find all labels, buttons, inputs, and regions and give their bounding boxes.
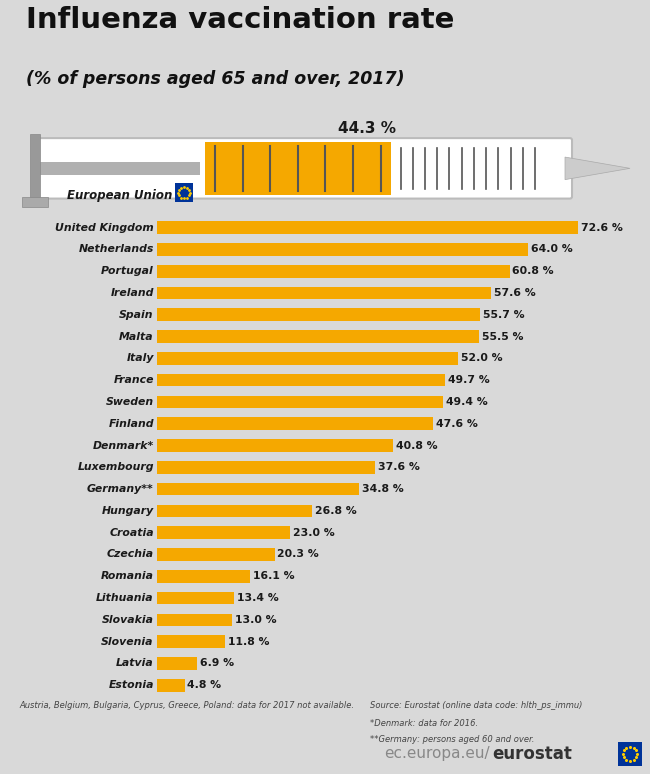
Text: 11.8 %: 11.8 % bbox=[228, 637, 270, 646]
Bar bbox=[157, 221, 578, 234]
Text: 13.0 %: 13.0 % bbox=[235, 615, 277, 625]
Text: 47.6 %: 47.6 % bbox=[436, 419, 478, 429]
Text: 57.6 %: 57.6 % bbox=[494, 288, 536, 298]
Text: 4.8 %: 4.8 % bbox=[187, 680, 222, 690]
Text: Sweden: Sweden bbox=[106, 397, 154, 407]
Bar bbox=[157, 374, 445, 386]
Text: 26.8 %: 26.8 % bbox=[315, 506, 357, 516]
Text: Spain: Spain bbox=[120, 310, 154, 320]
Bar bbox=[157, 548, 274, 561]
Bar bbox=[157, 614, 232, 626]
Bar bbox=[157, 352, 458, 365]
Text: Finland: Finland bbox=[109, 419, 154, 429]
Text: Source: Eurostat (online data code: hlth_ps_immu): Source: Eurostat (online data code: hlth… bbox=[370, 700, 583, 710]
Text: Netherlands: Netherlands bbox=[79, 245, 154, 255]
Text: United Kingdom: United Kingdom bbox=[55, 223, 154, 233]
Text: 23.0 %: 23.0 % bbox=[293, 528, 335, 538]
Text: eurostat: eurostat bbox=[492, 745, 572, 763]
Bar bbox=[157, 657, 197, 670]
Bar bbox=[157, 570, 250, 583]
Bar bbox=[157, 635, 225, 648]
Bar bbox=[157, 439, 393, 452]
Text: 55.5 %: 55.5 % bbox=[482, 331, 523, 341]
Bar bbox=[618, 741, 642, 766]
Text: 52.0 %: 52.0 % bbox=[462, 354, 503, 363]
Text: Germany**: Germany** bbox=[87, 484, 154, 494]
Bar bbox=[205, 142, 391, 194]
Bar bbox=[157, 309, 480, 321]
Text: 44.3 %: 44.3 % bbox=[338, 121, 396, 136]
Text: Italy: Italy bbox=[126, 354, 154, 363]
Text: Ireland: Ireland bbox=[111, 288, 154, 298]
Bar bbox=[157, 286, 491, 300]
Bar bbox=[22, 197, 48, 207]
Text: 40.8 %: 40.8 % bbox=[396, 440, 438, 450]
Text: Portugal: Portugal bbox=[101, 266, 154, 276]
Text: 60.8 %: 60.8 % bbox=[512, 266, 554, 276]
Text: 49.7 %: 49.7 % bbox=[448, 375, 490, 385]
Text: Malta: Malta bbox=[119, 331, 154, 341]
Text: 13.4 %: 13.4 % bbox=[237, 593, 279, 603]
Text: 64.0 %: 64.0 % bbox=[531, 245, 573, 255]
Text: (% of persons aged 65 and over, 2017): (% of persons aged 65 and over, 2017) bbox=[26, 70, 404, 87]
Text: 72.6 %: 72.6 % bbox=[581, 223, 623, 233]
Text: *Denmark: data for 2016.: *Denmark: data for 2016. bbox=[370, 719, 478, 728]
Bar bbox=[30, 134, 40, 203]
Bar bbox=[157, 243, 528, 255]
Bar bbox=[157, 505, 312, 517]
Text: **Germany: persons aged 60 and over.: **Germany: persons aged 60 and over. bbox=[370, 735, 535, 744]
Text: 55.7 %: 55.7 % bbox=[483, 310, 525, 320]
Text: Austria, Belgium, Bulgaria, Cyprus, Greece, Poland: data for 2017 not available.: Austria, Belgium, Bulgaria, Cyprus, Gree… bbox=[20, 700, 354, 710]
Text: Influenza vaccination rate: Influenza vaccination rate bbox=[26, 6, 454, 34]
FancyBboxPatch shape bbox=[38, 138, 572, 199]
Text: 6.9 %: 6.9 % bbox=[200, 659, 234, 669]
Bar bbox=[175, 183, 193, 201]
Text: Czechia: Czechia bbox=[107, 550, 154, 560]
Text: Denmark*: Denmark* bbox=[92, 440, 154, 450]
Text: Lithuania: Lithuania bbox=[96, 593, 154, 603]
Text: 34.8 %: 34.8 % bbox=[361, 484, 403, 494]
Text: ec.europa.eu/: ec.europa.eu/ bbox=[384, 746, 490, 762]
Bar bbox=[157, 396, 443, 408]
Bar bbox=[157, 483, 359, 495]
Text: Romania: Romania bbox=[101, 571, 154, 581]
Text: Croatia: Croatia bbox=[109, 528, 154, 538]
Polygon shape bbox=[565, 157, 630, 180]
Text: Luxembourg: Luxembourg bbox=[77, 462, 154, 472]
Text: Hungary: Hungary bbox=[101, 506, 154, 516]
Text: Slovenia: Slovenia bbox=[101, 637, 154, 646]
Text: Estonia: Estonia bbox=[109, 680, 154, 690]
Text: France: France bbox=[113, 375, 154, 385]
Bar bbox=[157, 330, 479, 343]
Bar bbox=[157, 461, 375, 474]
Text: Slovakia: Slovakia bbox=[102, 615, 154, 625]
Bar bbox=[157, 265, 510, 278]
Text: 20.3 %: 20.3 % bbox=[278, 550, 319, 560]
Bar bbox=[40, 162, 200, 175]
Bar bbox=[157, 526, 290, 539]
Bar bbox=[157, 417, 433, 430]
Text: Latvia: Latvia bbox=[116, 659, 154, 669]
Bar bbox=[157, 679, 185, 691]
Text: 37.6 %: 37.6 % bbox=[378, 462, 420, 472]
Bar bbox=[157, 592, 235, 604]
Text: 49.4 %: 49.4 % bbox=[447, 397, 488, 407]
Text: European Union: European Union bbox=[66, 189, 172, 201]
Text: 16.1 %: 16.1 % bbox=[253, 571, 294, 581]
